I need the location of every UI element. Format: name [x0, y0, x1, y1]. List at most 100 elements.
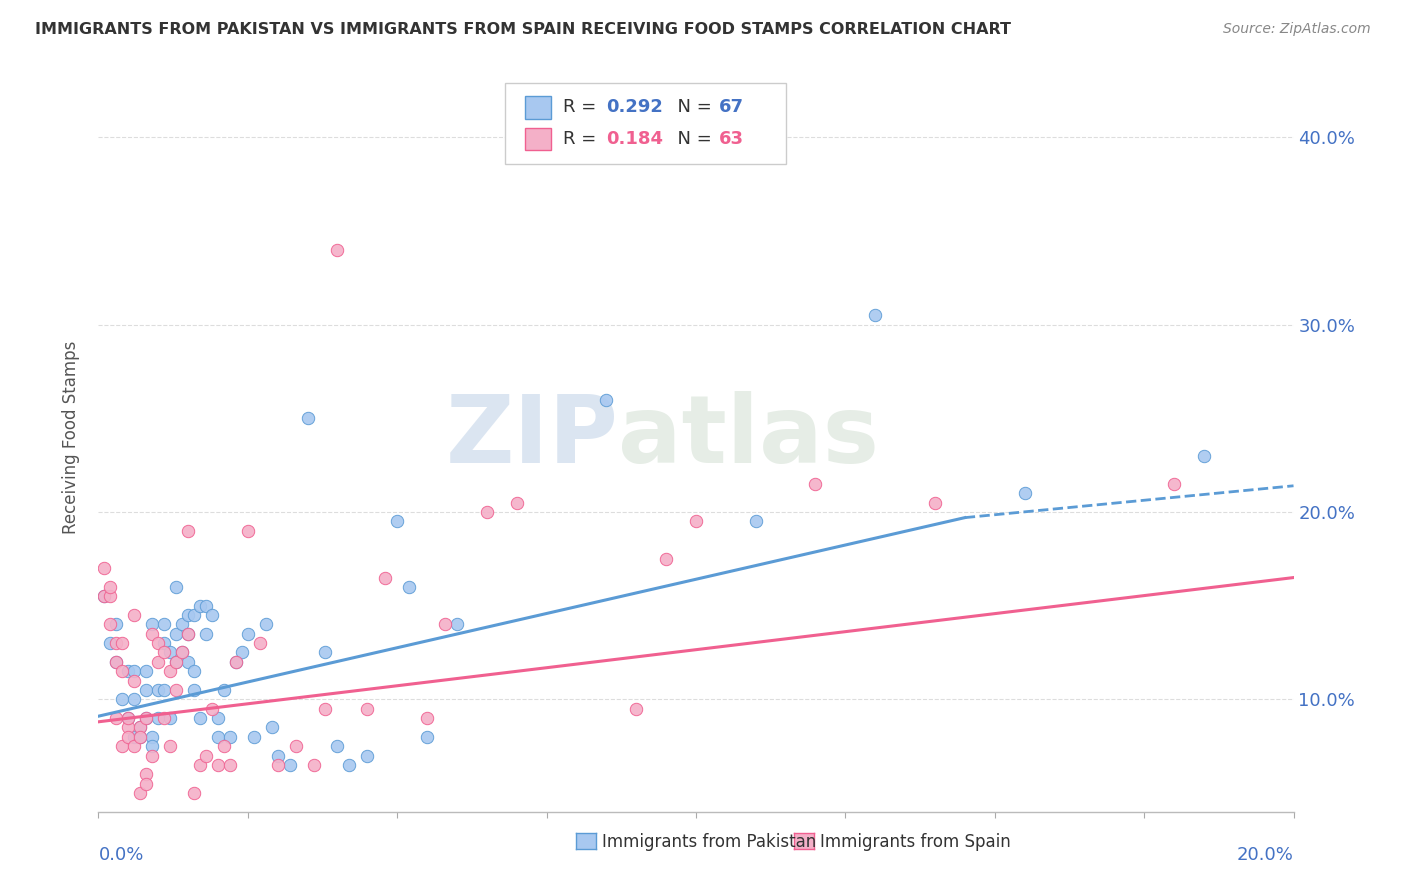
Point	[177, 626, 200, 640]
Point	[135, 664, 157, 679]
Point	[98, 636, 122, 650]
Point	[105, 617, 128, 632]
Point	[93, 589, 115, 603]
Point	[159, 664, 181, 679]
Point	[165, 683, 187, 698]
Point	[446, 617, 468, 632]
Point	[865, 309, 887, 323]
Point	[339, 758, 361, 772]
Point	[135, 711, 157, 725]
Point	[148, 636, 170, 650]
Point	[111, 692, 134, 706]
Point	[416, 730, 439, 744]
Text: 20.0%: 20.0%	[1237, 846, 1294, 863]
Point	[195, 599, 218, 613]
Point	[135, 683, 157, 698]
Point	[284, 739, 307, 753]
Point	[315, 646, 337, 660]
Point	[165, 626, 187, 640]
Point	[506, 496, 529, 510]
Point	[129, 730, 152, 744]
Point	[124, 730, 146, 744]
Point	[124, 673, 146, 688]
Point	[219, 730, 242, 744]
Point	[225, 655, 247, 669]
Text: ZIP: ZIP	[446, 391, 619, 483]
Point	[201, 608, 224, 623]
Point	[207, 730, 229, 744]
Text: N =: N =	[666, 98, 717, 116]
Point	[105, 655, 128, 669]
Point	[153, 711, 176, 725]
Point	[745, 514, 768, 528]
Point	[183, 664, 205, 679]
Point	[398, 580, 420, 594]
Point	[356, 748, 378, 763]
Point	[159, 739, 181, 753]
Point	[1192, 449, 1215, 463]
Text: Immigrants from Pakistan: Immigrants from Pakistan	[602, 833, 815, 851]
Point	[626, 701, 648, 715]
Point	[655, 551, 678, 566]
Point	[117, 711, 139, 725]
Point	[475, 505, 498, 519]
Point	[219, 758, 242, 772]
Point	[124, 692, 146, 706]
Point	[105, 636, 128, 650]
Point	[201, 701, 224, 715]
Text: N =: N =	[666, 130, 717, 148]
Point	[124, 664, 146, 679]
Point	[111, 739, 134, 753]
Point	[172, 646, 194, 660]
Point	[183, 786, 205, 800]
Point	[434, 617, 457, 632]
FancyBboxPatch shape	[505, 83, 786, 163]
Text: 0.184: 0.184	[606, 130, 664, 148]
Point	[117, 664, 139, 679]
Point	[129, 721, 152, 735]
Text: Immigrants from Spain: Immigrants from Spain	[820, 833, 1011, 851]
Point	[243, 730, 266, 744]
Point	[195, 626, 218, 640]
Point	[183, 683, 205, 698]
Point	[188, 599, 211, 613]
Point	[165, 655, 187, 669]
Point	[153, 617, 176, 632]
Point	[595, 392, 617, 407]
Point	[177, 524, 200, 538]
Point	[177, 655, 200, 669]
Point	[356, 701, 378, 715]
Point	[924, 496, 946, 510]
Text: 63: 63	[718, 130, 744, 148]
Point	[188, 711, 211, 725]
Text: Source: ZipAtlas.com: Source: ZipAtlas.com	[1223, 22, 1371, 37]
Point	[117, 721, 139, 735]
Point	[135, 767, 157, 781]
Point	[207, 758, 229, 772]
Point	[129, 721, 152, 735]
Point	[129, 786, 152, 800]
Point	[254, 617, 277, 632]
Point	[804, 476, 827, 491]
Text: 0.292: 0.292	[606, 98, 664, 116]
Point	[188, 758, 211, 772]
Point	[141, 748, 163, 763]
Point	[212, 739, 235, 753]
Point	[117, 711, 139, 725]
Point	[124, 608, 146, 623]
Point	[172, 617, 194, 632]
Point	[177, 626, 200, 640]
Text: atlas: atlas	[619, 391, 879, 483]
Point	[124, 739, 146, 753]
Point	[153, 636, 176, 650]
Point	[98, 589, 122, 603]
Point	[165, 655, 187, 669]
Point	[105, 711, 128, 725]
Point	[98, 580, 122, 594]
Point	[267, 748, 290, 763]
Y-axis label: Receiving Food Stamps: Receiving Food Stamps	[62, 341, 80, 533]
Point	[111, 636, 134, 650]
Text: 67: 67	[718, 98, 744, 116]
Point	[117, 730, 139, 744]
FancyBboxPatch shape	[524, 128, 551, 150]
